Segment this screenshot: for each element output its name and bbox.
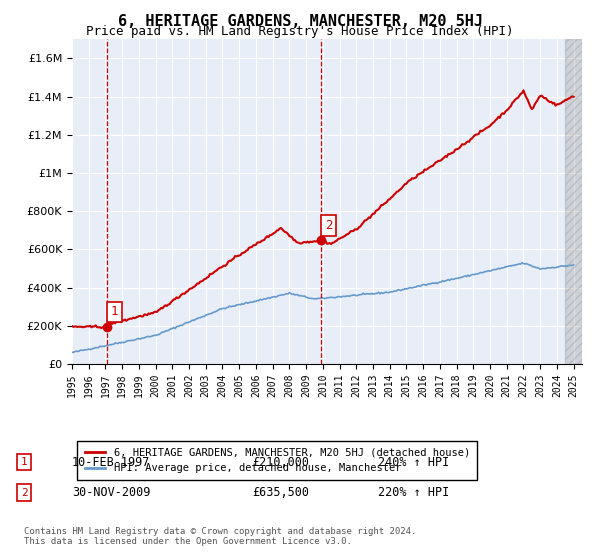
- Text: 10-FEB-1997: 10-FEB-1997: [72, 455, 151, 469]
- Text: 2: 2: [325, 219, 332, 232]
- Legend: 6, HERITAGE GARDENS, MANCHESTER, M20 5HJ (detached house), HPI: Average price, d: 6, HERITAGE GARDENS, MANCHESTER, M20 5HJ…: [77, 441, 477, 480]
- Text: 220% ↑ HPI: 220% ↑ HPI: [378, 486, 449, 500]
- Text: 1: 1: [20, 457, 28, 467]
- Text: Price paid vs. HM Land Registry's House Price Index (HPI): Price paid vs. HM Land Registry's House …: [86, 25, 514, 38]
- Text: £210,000: £210,000: [252, 455, 309, 469]
- Text: Contains HM Land Registry data © Crown copyright and database right 2024.
This d: Contains HM Land Registry data © Crown c…: [24, 526, 416, 546]
- Text: 2: 2: [20, 488, 28, 498]
- Text: £635,500: £635,500: [252, 486, 309, 500]
- Text: 30-NOV-2009: 30-NOV-2009: [72, 486, 151, 500]
- Text: 1: 1: [110, 305, 118, 318]
- Text: 240% ↑ HPI: 240% ↑ HPI: [378, 455, 449, 469]
- Text: 6, HERITAGE GARDENS, MANCHESTER, M20 5HJ: 6, HERITAGE GARDENS, MANCHESTER, M20 5HJ: [118, 14, 482, 29]
